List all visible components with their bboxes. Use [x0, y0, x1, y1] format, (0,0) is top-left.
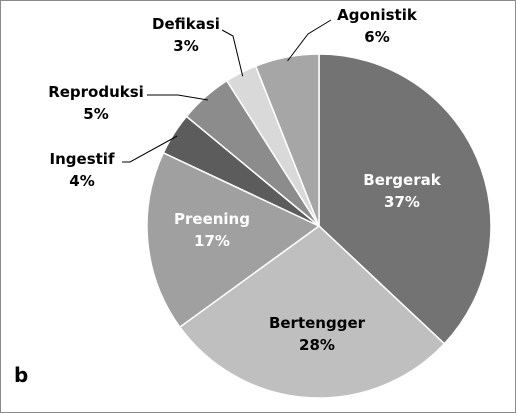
slice-value-bertengger: 28% [299, 336, 335, 354]
slice-value-agonistik: 6% [364, 28, 389, 46]
slice-label-bertengger: Bertengger [269, 314, 366, 332]
slice-label-agonistik: Agonistik [337, 6, 418, 24]
leader-line-ingestif [122, 135, 178, 163]
slice-label-ingestif: Ingestif [50, 150, 115, 168]
slice-label-reproduksi: Reproduksi [48, 83, 144, 101]
slice-label-bergerak: Bergerak [363, 171, 441, 189]
slice-value-reproduksi: 5% [83, 105, 108, 123]
slice-value-bergerak: 37% [384, 193, 420, 211]
slice-label-preening: Preening [174, 210, 250, 228]
slice-value-preening: 17% [194, 232, 230, 250]
leader-line-agonistik [287, 19, 332, 62]
pie-slice-agonistik [254, 53, 320, 227]
pie-slices [146, 53, 492, 399]
slice-value-ingestif: 4% [69, 172, 94, 190]
pie-slice-bergerak [318, 53, 492, 345]
leader-line-defikasi [221, 29, 244, 77]
leader-lines [122, 19, 332, 163]
pie-slice-bertengger [178, 225, 446, 399]
slice-value-defikasi: 3% [173, 37, 198, 55]
leader-line-reproduksi [147, 94, 208, 101]
pie-slice-preening [146, 151, 321, 329]
slice-labels: Bergerak 37% Bertengger 28% Preening 17% Inges… [48, 6, 442, 354]
panel-label: b [14, 363, 28, 387]
slice-label-defikasi: Defikasi [152, 15, 220, 33]
